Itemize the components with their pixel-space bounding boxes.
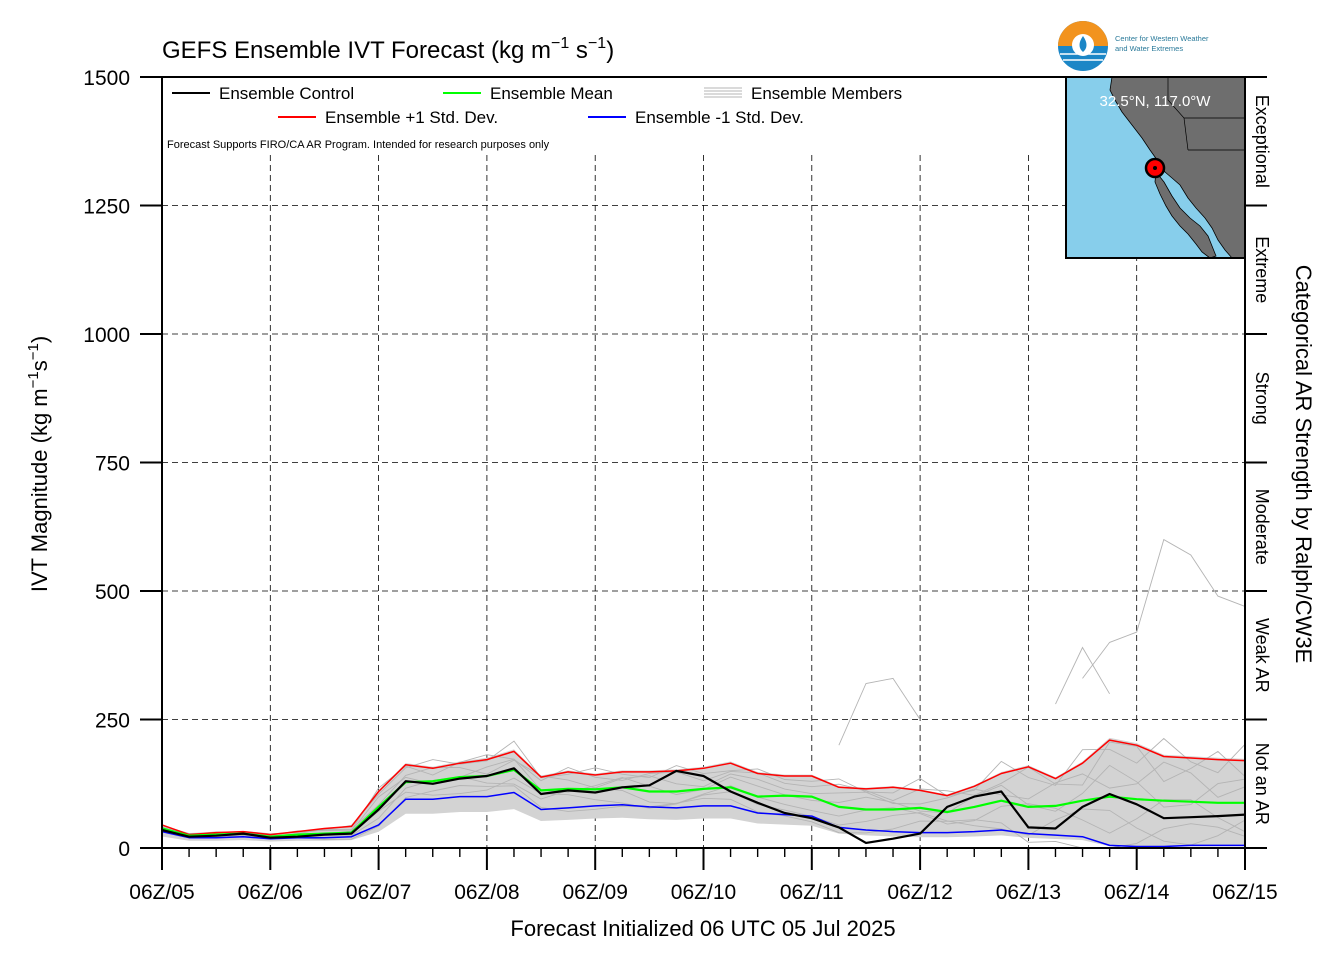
x-tick-label: 06Z/09 [563,881,628,904]
x-axis-title: Forecast Initialized 06 UTC 05 Jul 2025 [510,916,895,941]
ar-category-label: Extreme [1252,236,1272,303]
x-tick-label: 06Z/06 [238,881,303,904]
x-tick-label: 06Z/13 [996,881,1061,904]
minus-std-line [161,791,1245,848]
right-axis-title: Categorical AR Strength by Ralph/CW3E [1291,265,1316,664]
x-tick-label: 06Z/11 [780,881,844,904]
plus-std-line [161,739,1246,836]
inset-mainland [1109,76,1246,259]
ar-category-label: Exceptional [1252,95,1272,188]
y-tick-label: 500 [95,581,130,604]
ensemble-member-line [161,741,1246,836]
y-tick-label: 1250 [83,196,130,219]
inset-borders [1167,77,1245,151]
ensemble-member-outlier-line [1082,538,1246,679]
chart-title: GEFS Ensemble IVT Forecast (kg m−1 s−1) [162,35,614,64]
disclaimer-text: Forecast Supports FIRO/CA AR Program. In… [167,139,550,151]
logo-text-line1: Center for Western Weather [1115,34,1209,43]
logo-text-line2: and Water Extremes [1115,44,1183,53]
ar-category-label: Moderate [1252,489,1272,565]
ar-category-label: Strong [1252,372,1272,425]
location-marker-center [1153,166,1157,170]
inset-frame [1065,76,1246,259]
legend-swatch-members [704,87,742,98]
y-axis-title: IVT Magnitude (kg m−1s−1) [25,336,52,592]
y-tick-label: 250 [95,710,130,733]
gridlines [162,155,1245,848]
legend-label-members: Ensemble Members [751,84,902,103]
control-line [161,767,1246,844]
inset-map: 32.5°N, 117.0°W [1065,76,1246,259]
axes: 0 250 500 750 1000 1250 1500 06Z/05 06Z/06 06Z/07… [83,67,1277,904]
cw3e-logo: Center for Western Weather and Water Ext… [1058,21,1209,71]
inset-location-label: 32.5°N, 117.0°W [1100,93,1212,110]
y-tick-label: 750 [95,453,130,476]
x-tick-label: 06Z/08 [454,881,519,904]
ensemble-member-outlier-line [838,677,921,746]
logo-sun-icon [1058,21,1108,46]
ensemble-member-outlier-line [1055,646,1110,705]
x-tick-label: 06Z/05 [129,881,194,904]
logo-drop-icon [1079,36,1087,52]
legend: Ensemble Control Ensemble Mean Ensemble … [167,84,902,151]
ar-category-label: Not an AR [1252,743,1272,825]
x-tick-label: 06Z/07 [346,881,411,904]
y-tick-label: 0 [118,838,130,861]
ensemble-member-line [161,785,1246,849]
y-tick-label: 1500 [83,67,130,90]
legend-label-minus-std: Ensemble -1 Std. Dev. [635,108,804,127]
legend-label-control: Ensemble Control [219,84,354,103]
series-lines [161,739,1246,848]
legend-label-plus-std: Ensemble +1 Std. Dev. [325,108,498,127]
x-tick-label: 06Z/12 [887,881,952,904]
ar-category-label: Weak AR [1252,618,1272,693]
x-tick-label: 06Z/15 [1212,881,1277,904]
x-tick-label: 06Z/10 [671,881,736,904]
y-tick-label: 1000 [83,324,130,347]
x-tick-label: 06Z/14 [1104,881,1170,904]
ensemble-member-line [161,759,1246,837]
legend-label-mean: Ensemble Mean [490,84,613,103]
